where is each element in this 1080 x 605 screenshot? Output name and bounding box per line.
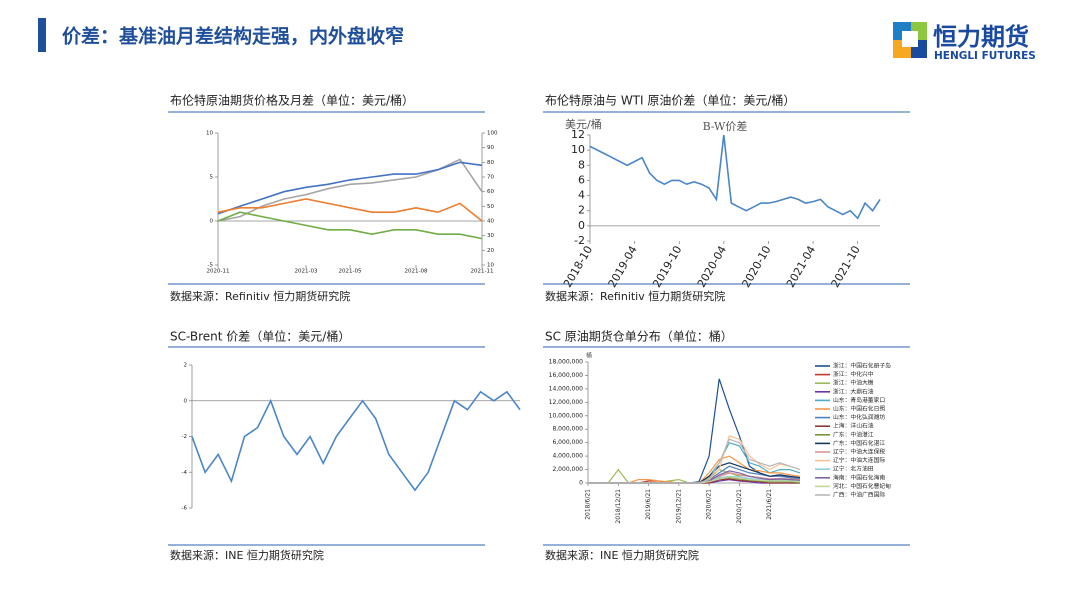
panel-source: 数据来源：Refinitiv 恒力期货研究院 xyxy=(545,289,725,303)
panel-title: SC-Brent 价差（单位：美元/桶） xyxy=(170,329,350,344)
legend-label: 浙江：大鼎石油 xyxy=(833,387,874,395)
y2-tick-label: 80 xyxy=(487,160,494,166)
y-tick-label: 12,000,000 xyxy=(549,399,584,406)
x-tick-label: 2021-03 xyxy=(295,269,318,275)
x-tick-label: 2020/6/21 xyxy=(706,489,713,520)
y-tick-label: 2 xyxy=(184,363,188,369)
legend-label: 广东：中油湛江 xyxy=(833,430,874,438)
logo-icon xyxy=(893,22,927,58)
y-tick-label: -6 xyxy=(182,506,188,512)
y-tick-label: -4 xyxy=(182,470,188,476)
x-tick-label: 2021-08 xyxy=(405,269,428,275)
y-axis-label: 美元/桶 xyxy=(565,117,602,131)
y2-tick-label: 30 xyxy=(487,233,494,239)
y-tick-label: 2 xyxy=(578,204,585,217)
y-tick-label: 8 xyxy=(578,158,585,171)
legend-label: 辽宁：中油大连保税 xyxy=(833,448,885,456)
panel-title: 布伦特原油与 WTI 原油价差（单位：美元/桶） xyxy=(545,93,795,108)
series-line xyxy=(217,198,483,222)
series-line xyxy=(191,390,521,492)
y2-tick-label: 40 xyxy=(487,219,494,225)
logo-cn: 恒力期货 xyxy=(933,23,1029,51)
y-tick-label: 0 xyxy=(210,219,214,225)
y2-tick-label: 60 xyxy=(487,189,494,195)
y2-tick-label: 50 xyxy=(487,204,494,210)
y-tick-label: 4,000,000 xyxy=(552,453,583,460)
y-tick-label: 10 xyxy=(206,131,213,137)
y2-tick-label: 90 xyxy=(487,145,494,151)
x-tick-label: 2019/12/21 xyxy=(675,489,682,524)
legend-label: 上海：洋山石油 xyxy=(833,422,874,430)
y-tick-label: 12 xyxy=(571,128,585,141)
y-tick-label: 10 xyxy=(571,143,585,156)
panel-title: 布伦特原油期货价格及月差（单位：美元/桶） xyxy=(170,93,414,108)
logo-en: HENGLI FUTURES xyxy=(934,50,1036,62)
panel-source: 数据来源：Refinitiv 恒力期货研究院 xyxy=(170,289,350,303)
x-tick-label: 2018/6/21 xyxy=(585,489,592,520)
panel-source: 数据来源：INE 恒力期货研究院 xyxy=(545,548,699,562)
y-tick-label: 0 xyxy=(578,219,585,232)
y-tick-label: 6 xyxy=(578,173,585,186)
legend-label: 海南：中国石化海南 xyxy=(833,473,885,481)
x-tick-label: 2021/6/21 xyxy=(766,489,773,520)
legend-label: 河北：中国石化曹妃甸 xyxy=(833,482,891,490)
x-tick-label: 2020-11 xyxy=(207,269,230,275)
y2-tick-label: 100 xyxy=(487,131,498,137)
y-tick-label: -2 xyxy=(182,434,187,440)
y-tick-label: 8,000,000 xyxy=(552,426,583,433)
x-tick-label: 2021-11 xyxy=(471,269,494,275)
x-tick-label: 2018/12/21 xyxy=(615,489,622,524)
x-tick-label: 2019/6/21 xyxy=(645,489,652,520)
y2-tick-label: 10 xyxy=(487,263,494,269)
legend-label: 辽宁：中油大连国际 xyxy=(833,456,885,464)
y-tick-label: 4 xyxy=(578,189,585,202)
y-tick-label: 0 xyxy=(579,480,583,487)
legend-label: 山东：中化弘润潍坊 xyxy=(833,413,885,421)
legend-label: 辽宁：北方油田 xyxy=(833,465,874,473)
x-tick-label: 2020/12/21 xyxy=(736,489,743,524)
series-line xyxy=(588,438,801,484)
legend-label: 浙江：中油大榭 xyxy=(833,379,874,387)
y-tick-label: -5 xyxy=(208,263,214,269)
slide-title: 价差：基准油月差结构走强，内外盘收窄 xyxy=(62,25,404,48)
legend-label: 山东：青岛港董家口 xyxy=(833,396,885,404)
series-line xyxy=(217,211,483,240)
y-tick-label: 18,000,000 xyxy=(549,359,584,366)
panel-title: SC 原油期货仓单分布（单位：桶） xyxy=(545,329,733,344)
chart-title: B-W价差 xyxy=(703,119,748,133)
y-axis-label: 桶 xyxy=(586,352,592,360)
series-line xyxy=(589,134,881,220)
legend-label: 广西：中油广西国际 xyxy=(833,491,885,499)
y-tick-label: 16,000,000 xyxy=(549,372,584,379)
y-tick-label: 2,000,000 xyxy=(552,466,583,473)
y-tick-label: 6,000,000 xyxy=(552,439,583,446)
y-tick-label: 0 xyxy=(184,398,188,404)
legend-label: 广东：中国石化湛江 xyxy=(833,439,885,447)
title-bar xyxy=(38,18,46,52)
y-tick-label: -2 xyxy=(574,234,585,247)
series-line xyxy=(217,161,483,215)
legend-label: 山东：中国石化日照 xyxy=(833,405,885,413)
y-tick-label: 14,000,000 xyxy=(549,385,584,392)
y2-tick-label: 20 xyxy=(487,248,494,254)
legend-label: 浙江：中国石化册子岛 xyxy=(833,362,891,370)
legend-label: 浙江：中化兴中 xyxy=(833,370,874,378)
y2-tick-label: 70 xyxy=(487,175,494,181)
x-tick-label: 2021-05 xyxy=(339,269,362,275)
y-tick-label: 5 xyxy=(210,175,214,181)
y-tick-label: 10,000,000 xyxy=(549,412,584,419)
panel-source: 数据来源：INE 恒力期货研究院 xyxy=(170,548,324,562)
